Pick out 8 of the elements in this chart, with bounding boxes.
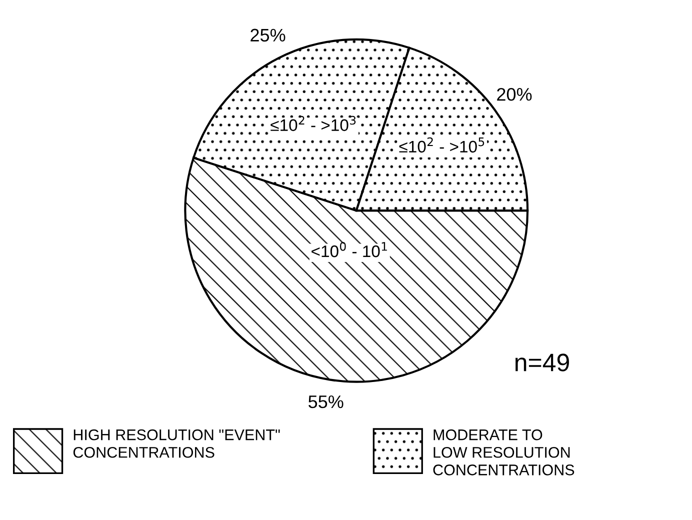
text: MODERATE TO LOW RESOLUTION CONCENTRATIONS — [433, 429, 574, 476]
text: n=49 — [516, 354, 569, 372]
data-label: 20% — [497, 88, 532, 101]
data-label: 55% — [308, 395, 344, 408]
data-label: 25% — [250, 28, 286, 42]
text: HIGH RESOLUTION "EVENT" CONCENTRATIONS — [73, 429, 280, 458]
slice-label: <10$^{0}$ - 10$^{1}$ — [312, 242, 387, 258]
slice-label: ≤10$^{2}$ - >10$^{5}$ — [399, 137, 484, 153]
